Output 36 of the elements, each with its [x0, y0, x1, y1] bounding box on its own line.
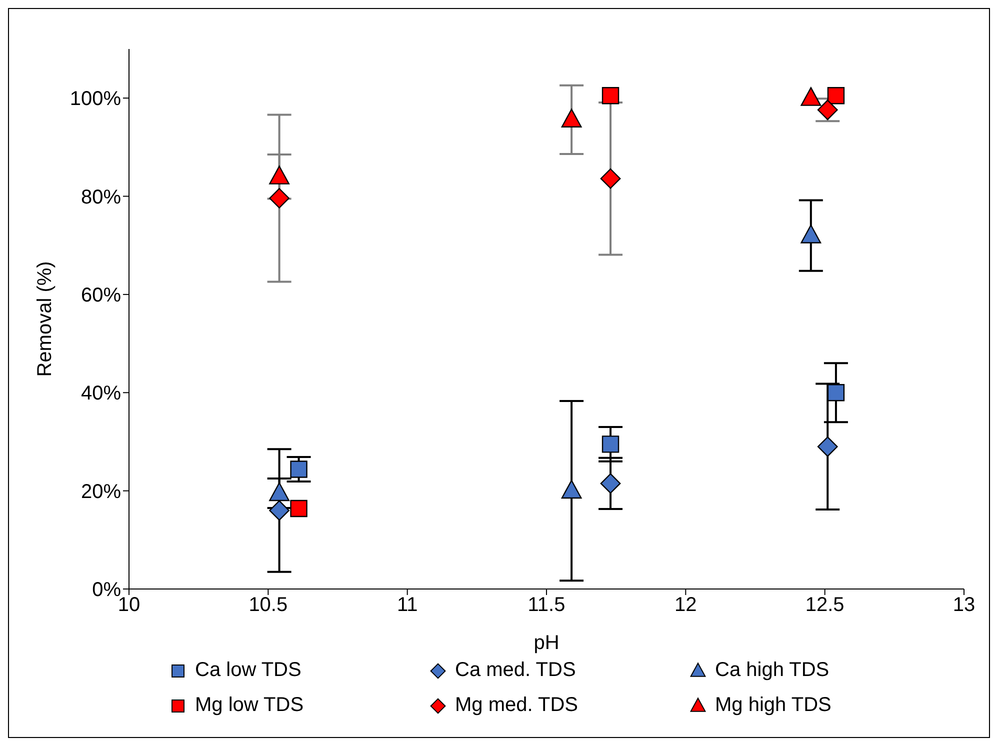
- legend-label: Mg low TDS: [195, 694, 304, 717]
- point: [269, 500, 290, 521]
- point: [827, 384, 845, 402]
- point: [269, 482, 290, 502]
- x-axis-title: pH: [534, 632, 560, 654]
- y-tick-label: 100%: [70, 88, 122, 110]
- point: [561, 480, 582, 499]
- x-tick-label: 11: [396, 594, 418, 616]
- point: [817, 436, 838, 457]
- point: [290, 500, 308, 518]
- point: [602, 436, 620, 453]
- y-axis-title: Removal (%): [34, 261, 56, 377]
- y-tick-label: 40%: [80, 382, 122, 405]
- point: [269, 166, 290, 184]
- point: [561, 108, 582, 128]
- point: [827, 87, 845, 104]
- legend-label: Mg high TDS: [715, 694, 832, 717]
- y-tick-label: 20%: [80, 480, 122, 503]
- point: [800, 224, 822, 244]
- point: [290, 460, 308, 478]
- legend-label: Ca high TDS: [715, 659, 830, 682]
- point: [269, 188, 290, 208]
- y-tick-label: 60%: [80, 284, 122, 307]
- x-tick-label: 13: [952, 594, 976, 616]
- point: [600, 473, 621, 494]
- x-tick-label: 11.5: [528, 594, 566, 616]
- legend-label: Ca med. TDS: [455, 659, 576, 682]
- legend-label: Mg med. TDS: [455, 694, 578, 717]
- point: [800, 87, 822, 106]
- legend-label: Ca low TDS: [195, 659, 302, 682]
- x-tick-label: 10.5: [248, 594, 288, 616]
- x-tick-label: 12: [674, 594, 697, 616]
- x-tick-label: 12.5: [805, 594, 844, 616]
- point: [600, 168, 621, 189]
- y-tick-label: 80%: [80, 186, 122, 208]
- point: [602, 87, 620, 104]
